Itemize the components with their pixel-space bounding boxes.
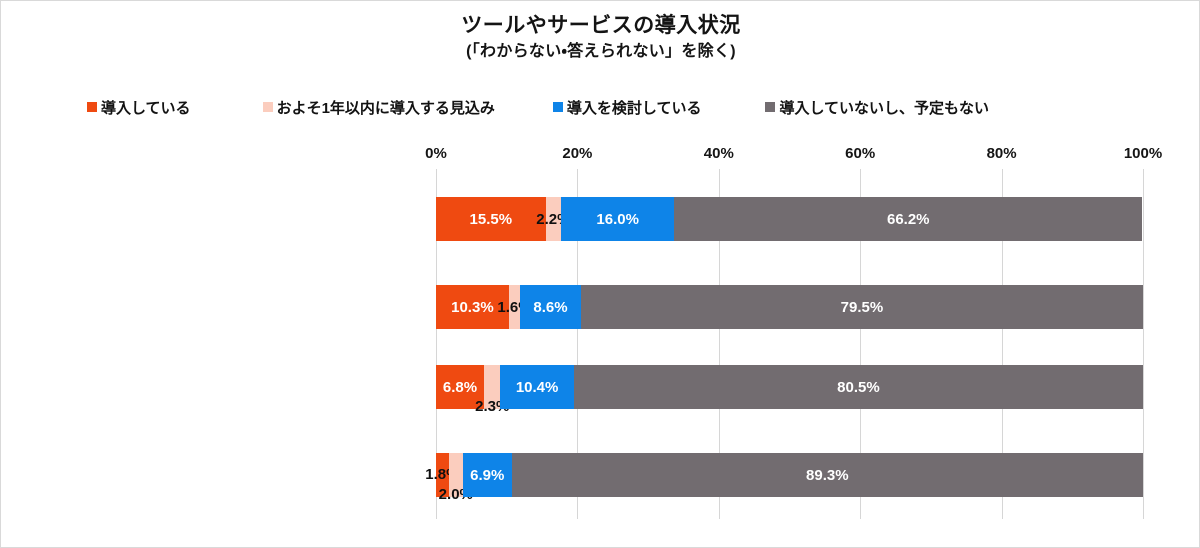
gridline: [577, 169, 579, 519]
gridline: [436, 169, 437, 519]
legend-item-label: 導入を検討している: [566, 99, 702, 117]
bar-segment-label: 89.3%: [806, 466, 849, 484]
bar-segment-label: 15.5%: [469, 210, 513, 228]
legend-item-label: 導入していないし、予定もない: [779, 99, 990, 117]
gridline: [1143, 169, 1144, 519]
bar-segment[interactable]: 16.0%: [561, 197, 675, 241]
bar-segment[interactable]: 8.6%: [520, 285, 581, 329]
bar-row: BPO(Business Process Outsourcing)(n=691)…: [436, 365, 1143, 415]
bar-segment-label: 79.5%: [840, 298, 884, 316]
bar-segment[interactable]: 15.5%: [436, 197, 546, 241]
bar-row: 生成AI(n=862)15.5%2.2%16.0%66.2%: [436, 197, 1143, 241]
bar-segment-label: 66.2%: [886, 210, 930, 228]
bar-row: BPaaS(Business Process as a Service)(n=6…: [425, 453, 1143, 503]
bar-row: SaaS(Software as a Service)(n=678)10.3%1…: [436, 285, 1143, 329]
x-axis-tick-60: 60%: [845, 145, 876, 162]
x-axis-tick-20: 20%: [562, 145, 593, 162]
bar-segment[interactable]: 1.6%: [497, 285, 532, 329]
bar-segment[interactable]: 6.9%: [462, 453, 512, 497]
x-axis-tick-40: 40%: [703, 145, 734, 162]
legend-item-label: およそ1年以内に導入する見込み: [276, 99, 495, 117]
bar-segment-label: 10.4%: [515, 378, 559, 396]
legend-swatch-icon: [87, 102, 97, 112]
bar-segment[interactable]: 79.5%: [580, 285, 1143, 329]
legend-item-3[interactable]: 導入していないし、予定もない: [765, 97, 989, 118]
bar-segment-label: 8.6%: [533, 298, 568, 316]
bar-segment[interactable]: 10.4%: [500, 365, 574, 409]
page-title: ツールやサービスの導入状況: [461, 14, 741, 37]
bar-segment-label: 80.5%: [837, 378, 880, 396]
gridline: [860, 169, 862, 519]
bar-segment[interactable]: 66.2%: [674, 197, 1143, 241]
bar-segment[interactable]: [484, 365, 501, 409]
bar-segment-label: 10.3%: [451, 298, 494, 316]
legend-item-label: 導入している: [101, 99, 191, 117]
legend-item-0[interactable]: 導入している: [87, 97, 191, 118]
bar-segment-label: 6.9%: [470, 466, 505, 484]
legend-item-1[interactable]: およそ1年以内に導入する見込み: [262, 97, 495, 118]
legend-swatch-icon: [765, 102, 776, 112]
gridline: [718, 169, 720, 519]
bar-segment[interactable]: 80.5%: [573, 365, 1143, 409]
x-axis-tick-labels: 0% 20% 40% 60% 80% 100%: [425, 145, 1162, 167]
bar-segment[interactable]: [436, 453, 449, 497]
bar-segment[interactable]: [448, 453, 463, 497]
bar-segment[interactable]: 2.2%: [536, 197, 570, 241]
bar-segment-label: 16.0%: [596, 210, 639, 228]
legend-item-2[interactable]: 導入を検討している: [552, 97, 702, 118]
bar-segment-label: 6.8%: [442, 378, 478, 396]
chart-subtitle: (「わからない・答えられない」を除く): [466, 43, 736, 61]
title-block: ツールやサービスの導入状況 (「わからない・答えられない」を除く): [1, 13, 1199, 63]
bar-segment[interactable]: 10.3%: [436, 285, 509, 329]
plot-area: 生成AI(n=862)15.5%2.2%16.0%66.2%SaaS(Softw…: [425, 169, 1144, 519]
chart-legend: 導入している およそ1年以内に導入する見込み 導入を検討している 導入していないし、予…: [87, 95, 1117, 119]
gridline: [1001, 169, 1003, 519]
legend-swatch-icon: [262, 102, 273, 112]
legend-swatch-icon: [552, 102, 563, 112]
x-axis-tick-100: 100%: [1123, 145, 1163, 162]
bar-segment[interactable]: 89.3%: [511, 453, 1143, 497]
x-axis-tick-80: 80%: [986, 145, 1017, 162]
x-axis-tick-0: 0%: [425, 145, 447, 162]
